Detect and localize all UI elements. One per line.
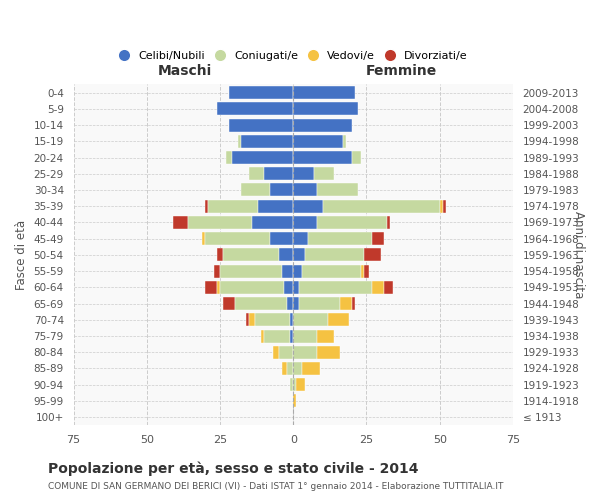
Bar xyxy=(270,184,293,196)
Bar xyxy=(293,102,358,116)
Bar xyxy=(235,297,287,310)
Bar xyxy=(278,248,293,262)
Bar xyxy=(290,378,293,391)
Bar xyxy=(387,216,390,229)
Bar xyxy=(373,232,384,245)
Bar xyxy=(281,264,293,278)
Bar xyxy=(188,216,252,229)
Text: Popolazione per età, sesso e stato civile - 2014: Popolazione per età, sesso e stato civil… xyxy=(48,461,419,475)
Bar xyxy=(229,118,293,132)
Bar xyxy=(293,394,296,407)
Bar xyxy=(290,314,293,326)
Bar xyxy=(220,264,281,278)
Bar xyxy=(443,200,446,212)
Bar xyxy=(205,200,208,212)
Bar xyxy=(217,102,293,116)
Bar xyxy=(264,168,293,180)
Bar xyxy=(296,378,305,391)
Bar xyxy=(214,264,220,278)
Bar xyxy=(250,314,255,326)
Bar xyxy=(340,297,352,310)
Bar xyxy=(264,330,290,342)
Bar xyxy=(364,248,381,262)
Bar xyxy=(293,314,328,326)
Bar xyxy=(241,135,293,148)
Bar xyxy=(223,297,235,310)
Bar xyxy=(247,314,250,326)
Bar xyxy=(364,264,370,278)
Bar xyxy=(343,135,346,148)
Bar xyxy=(217,248,223,262)
Bar xyxy=(293,216,317,229)
Bar xyxy=(226,151,232,164)
Bar xyxy=(293,232,308,245)
Bar xyxy=(293,135,343,148)
Bar xyxy=(255,314,290,326)
Bar xyxy=(202,232,205,245)
Bar xyxy=(232,151,293,164)
Bar xyxy=(208,200,258,212)
Bar xyxy=(278,346,293,358)
Bar xyxy=(384,281,393,294)
Bar xyxy=(293,346,317,358)
Bar xyxy=(290,330,293,342)
Bar xyxy=(293,200,323,212)
Bar xyxy=(238,135,241,148)
Bar xyxy=(250,168,264,180)
Bar xyxy=(205,232,270,245)
Bar xyxy=(302,264,361,278)
Bar xyxy=(317,346,340,358)
Bar xyxy=(373,281,384,294)
Bar xyxy=(220,281,284,294)
Bar xyxy=(173,216,188,229)
Bar xyxy=(293,86,355,99)
Bar xyxy=(252,216,293,229)
Bar xyxy=(270,232,293,245)
Bar xyxy=(229,86,293,99)
Text: Femmine: Femmine xyxy=(366,64,437,78)
Bar xyxy=(287,297,293,310)
Legend: Celibi/Nubili, Coniugati/e, Vedovi/e, Divorziati/e: Celibi/Nubili, Coniugati/e, Vedovi/e, Di… xyxy=(115,46,472,66)
Bar xyxy=(302,362,320,375)
Bar xyxy=(305,248,364,262)
Bar xyxy=(440,200,443,212)
Bar xyxy=(217,281,220,294)
Bar xyxy=(261,330,264,342)
Bar xyxy=(287,362,293,375)
Bar xyxy=(281,362,287,375)
Bar xyxy=(241,184,270,196)
Bar xyxy=(352,151,361,164)
Bar xyxy=(308,232,373,245)
Bar xyxy=(293,281,299,294)
Bar xyxy=(284,281,293,294)
Text: COMUNE DI SAN GERMANO DEI BERICI (VI) - Dati ISTAT 1° gennaio 2014 - Elaborazion: COMUNE DI SAN GERMANO DEI BERICI (VI) - … xyxy=(48,482,503,491)
Y-axis label: Anni di nascita: Anni di nascita xyxy=(572,211,585,298)
Bar xyxy=(299,297,340,310)
Bar xyxy=(293,118,352,132)
Bar xyxy=(328,314,349,326)
Bar xyxy=(323,200,440,212)
Text: Maschi: Maschi xyxy=(158,64,212,78)
Y-axis label: Fasce di età: Fasce di età xyxy=(15,220,28,290)
Bar xyxy=(293,297,299,310)
Bar xyxy=(205,281,217,294)
Bar xyxy=(293,264,302,278)
Bar xyxy=(273,346,278,358)
Bar xyxy=(317,216,387,229)
Bar xyxy=(293,184,317,196)
Bar xyxy=(299,281,373,294)
Bar xyxy=(317,184,358,196)
Bar xyxy=(317,330,334,342)
Bar xyxy=(223,248,278,262)
Bar xyxy=(293,330,317,342)
Bar xyxy=(361,264,364,278)
Bar xyxy=(293,378,296,391)
Bar xyxy=(293,248,305,262)
Bar xyxy=(293,362,302,375)
Bar xyxy=(293,151,352,164)
Bar xyxy=(258,200,293,212)
Bar xyxy=(352,297,355,310)
Bar xyxy=(293,168,314,180)
Bar xyxy=(314,168,334,180)
